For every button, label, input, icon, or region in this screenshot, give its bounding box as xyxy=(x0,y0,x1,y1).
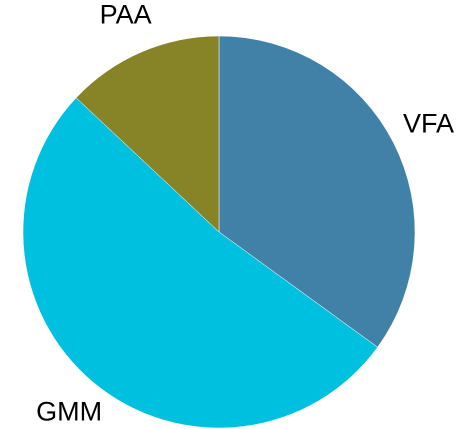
slice-label: GMM xyxy=(36,396,102,426)
pie-slice xyxy=(22,97,378,429)
pie-slice xyxy=(218,35,416,348)
slice-label: VFA xyxy=(403,108,454,138)
slice-label: PAA xyxy=(100,0,152,29)
pie-slice xyxy=(75,35,220,233)
